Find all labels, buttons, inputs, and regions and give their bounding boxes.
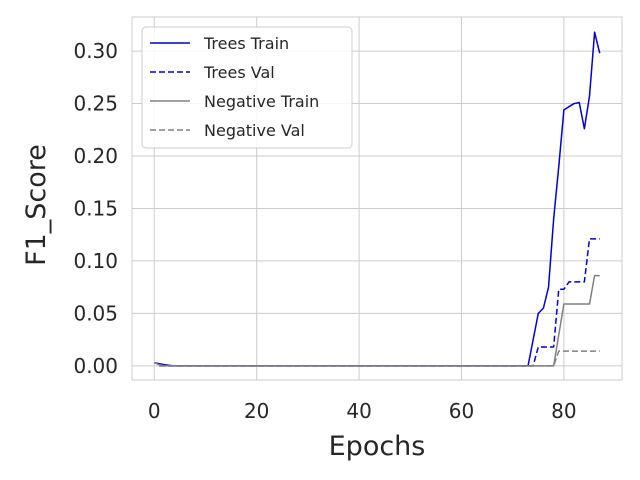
y-tick-label: 0.00 bbox=[73, 354, 118, 378]
x-axis-label: Epochs bbox=[329, 431, 426, 462]
x-tick-label: 80 bbox=[551, 399, 576, 423]
y-tick-label: 0.10 bbox=[73, 249, 118, 273]
y-tick-label: 0.30 bbox=[73, 39, 118, 63]
y-tick-label: 0.05 bbox=[73, 301, 118, 325]
legend: Trees Train Trees Val Negative Train Neg… bbox=[141, 26, 353, 149]
series-line-trees-val bbox=[159, 238, 600, 367]
legend-label-negative-val: Negative Val bbox=[204, 121, 305, 140]
y-tick-label: 0.20 bbox=[73, 144, 118, 168]
legend-box bbox=[141, 26, 353, 149]
x-tick-label: 20 bbox=[244, 399, 269, 423]
y-tick-labels: 0.00 0.05 0.10 0.15 0.20 0.25 0.30 bbox=[73, 39, 118, 378]
x-tick-label: 60 bbox=[449, 399, 474, 423]
y-tick-label: 0.25 bbox=[73, 92, 118, 116]
y-axis-label: F1_Score bbox=[21, 144, 52, 266]
plot-frame bbox=[131, 16, 623, 381]
legend-label-trees-val: Trees Val bbox=[203, 63, 275, 82]
y-tick-label: 0.15 bbox=[73, 196, 118, 220]
x-tick-label: 40 bbox=[346, 399, 371, 423]
grid bbox=[132, 17, 622, 380]
legend-label-trees-train: Trees Train bbox=[203, 34, 289, 53]
series-lines bbox=[153, 31, 601, 367]
legend-label-negative-train: Negative Train bbox=[204, 92, 319, 111]
x-tick-label: 0 bbox=[148, 399, 161, 423]
series-line-negative-train bbox=[153, 274, 600, 367]
x-tick-labels: 0 20 40 60 80 bbox=[148, 399, 577, 423]
